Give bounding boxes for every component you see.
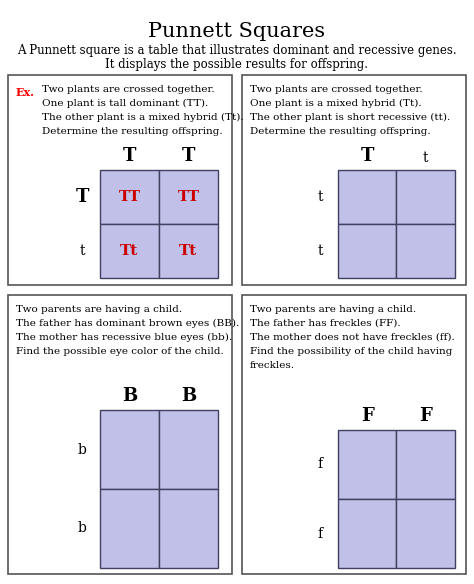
Bar (396, 499, 455, 568)
Bar (338, 224, 396, 278)
Bar (338, 499, 396, 568)
Text: Two plants are crossed together.: Two plants are crossed together. (42, 85, 215, 94)
Bar (396, 430, 455, 499)
Text: Determine the resulting offspring.: Determine the resulting offspring. (250, 127, 430, 136)
Text: f: f (318, 457, 323, 471)
Bar (159, 410, 218, 489)
Bar (159, 170, 218, 224)
Text: One plant is tall dominant (TT).: One plant is tall dominant (TT). (42, 99, 208, 108)
Text: Two parents are having a child.: Two parents are having a child. (16, 305, 182, 314)
Bar (338, 170, 396, 224)
Bar (8, 295, 232, 574)
Text: TT: TT (118, 190, 140, 204)
Bar (159, 224, 218, 278)
Bar (100, 170, 159, 224)
Text: t: t (317, 190, 323, 204)
Bar (338, 430, 396, 499)
Bar (100, 489, 159, 568)
Text: T: T (182, 147, 195, 165)
Text: Tt: Tt (179, 244, 198, 258)
Text: T: T (123, 147, 136, 165)
Text: Find the possible eye color of the child.: Find the possible eye color of the child… (16, 347, 224, 356)
Text: B: B (122, 387, 137, 405)
Text: The father has freckles (FF).: The father has freckles (FF). (250, 319, 401, 328)
Text: Ex.: Ex. (16, 87, 35, 98)
Text: F: F (419, 407, 432, 425)
Text: The mother has recessive blue eyes (bb).: The mother has recessive blue eyes (bb). (16, 333, 232, 342)
Text: One plant is a mixed hybrid (Tt).: One plant is a mixed hybrid (Tt). (250, 99, 422, 108)
Bar (100, 224, 159, 278)
Text: The mother does not have freckles (ff).: The mother does not have freckles (ff). (250, 333, 455, 342)
Text: Determine the resulting offspring.: Determine the resulting offspring. (42, 127, 223, 136)
Bar (242, 295, 466, 574)
Bar (159, 489, 218, 568)
Text: b: b (78, 443, 86, 457)
Text: f: f (318, 527, 323, 541)
Text: TT: TT (177, 190, 200, 204)
Bar (396, 224, 455, 278)
Text: Two plants are crossed together.: Two plants are crossed together. (250, 85, 423, 94)
Text: Two parents are having a child.: Two parents are having a child. (250, 305, 416, 314)
Bar (242, 75, 466, 285)
Text: B: B (181, 387, 196, 405)
Bar (100, 410, 159, 489)
Bar (396, 170, 455, 224)
Text: Find the possibility of the child having: Find the possibility of the child having (250, 347, 452, 356)
Text: t: t (423, 151, 428, 165)
Text: t: t (79, 244, 85, 258)
Text: The other plant is short recessive (tt).: The other plant is short recessive (tt). (250, 113, 450, 122)
Text: freckles.: freckles. (250, 361, 295, 370)
Text: The other plant is a mixed hybrid (Tt).: The other plant is a mixed hybrid (Tt). (42, 113, 244, 122)
Text: It displays the possible results for offspring.: It displays the possible results for off… (106, 58, 368, 71)
Text: T: T (75, 188, 89, 206)
Text: T: T (361, 147, 374, 165)
Text: F: F (361, 407, 374, 425)
Text: The father has dominant brown eyes (BB).: The father has dominant brown eyes (BB). (16, 319, 239, 328)
Text: t: t (317, 244, 323, 258)
Bar (8, 75, 232, 285)
Text: Punnett Squares: Punnett Squares (148, 22, 326, 41)
Text: A Punnett square is a table that illustrates dominant and recessive genes.: A Punnett square is a table that illustr… (17, 44, 457, 57)
Text: b: b (78, 522, 86, 536)
Text: Tt: Tt (120, 244, 138, 258)
